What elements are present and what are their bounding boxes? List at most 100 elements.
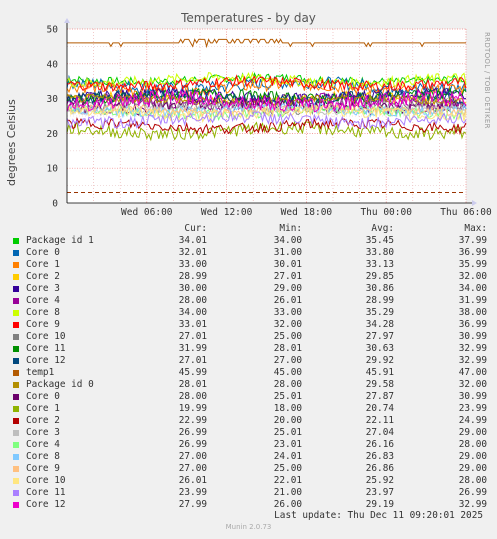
legend-series-name: Core 1 [26, 259, 60, 270]
legend-max-value: 32.00 [458, 379, 487, 390]
legend-min-value: 26.00 [273, 499, 302, 510]
legend-max-value: 23.99 [458, 403, 487, 414]
legend-min-value: 27.01 [273, 271, 302, 282]
legend-swatch [13, 442, 19, 448]
legend-cur-value: 23.99 [178, 487, 207, 498]
legend-swatch [13, 262, 19, 268]
legend-swatch [13, 394, 19, 400]
legend-avg-value: 29.58 [365, 379, 394, 390]
legend-avg-value: 27.97 [365, 331, 394, 342]
legend-max-value: 30.99 [458, 331, 487, 342]
legend-cur-value: 27.01 [178, 355, 207, 366]
y-tick-label: 0 [52, 199, 58, 210]
legend-avg-value: 33.80 [365, 247, 394, 258]
legend-cur-value: 33.00 [178, 259, 207, 270]
legend-swatch [13, 238, 19, 244]
legend-item: temp1 45.99 45.00 45.91 47.00 [12, 367, 492, 379]
legend-swatch [13, 466, 19, 472]
col-min-header: Min: [279, 223, 302, 234]
legend-series-name: Core 8 [26, 451, 60, 462]
legend-cur-value: 45.99 [178, 367, 207, 378]
legend-item: Core 8 27.00 24.01 26.83 29.00 [12, 451, 492, 463]
legend-max-value: 24.99 [458, 415, 487, 426]
legend-max-value: 34.00 [458, 283, 487, 294]
legend-avg-value: 23.97 [365, 487, 394, 498]
legend-avg-value: 29.19 [365, 499, 394, 510]
legend-min-value: 25.00 [273, 463, 302, 474]
col-avg-header: Avg: [371, 223, 394, 234]
legend-swatch [13, 334, 19, 340]
legend-max-value: 32.99 [458, 355, 487, 366]
y-tick-label: 30 [47, 94, 59, 105]
x-axis-arrow [472, 200, 477, 206]
legend-min-value: 28.01 [273, 343, 302, 354]
legend-avg-value: 29.85 [365, 271, 394, 282]
legend-max-value: 36.99 [458, 319, 487, 330]
series-line-21 [66, 109, 467, 131]
legend-avg-value: 26.83 [365, 451, 394, 462]
series-line-11 [67, 38, 466, 49]
series-line-1 [66, 74, 467, 95]
legend-avg-value: 29.92 [365, 355, 394, 366]
legend-cur-value: 26.99 [178, 439, 207, 450]
legend-series-name: Package id 0 [26, 379, 94, 390]
legend-avg-value: 26.86 [365, 463, 394, 474]
legend-swatch [13, 406, 19, 412]
legend-min-value: 21.00 [273, 487, 302, 498]
legend-swatch [13, 310, 19, 316]
legend-item: Core 9 27.00 25.00 26.86 29.00 [12, 463, 492, 475]
legend-item: Core 3 30.00 29.00 30.86 34.00 [12, 283, 492, 295]
legend-cur-value: 28.00 [178, 391, 207, 402]
series-line-19 [66, 102, 467, 118]
legend-avg-value: 33.13 [365, 259, 394, 270]
legend-item: Core 11 23.99 21.00 23.97 26.99 [12, 487, 492, 499]
legend-max-value: 29.00 [458, 451, 487, 462]
legend-item: Core 1 19.99 18.00 20.74 23.99 [12, 403, 492, 415]
legend-series-name: Core 1 [26, 403, 60, 414]
legend-series-name: Core 0 [26, 247, 60, 258]
legend-series-name: Core 11 [26, 343, 66, 354]
legend-max-value: 32.99 [458, 343, 487, 354]
legend-series-name: Core 4 [26, 439, 60, 450]
legend-item: Core 11 31.99 28.01 30.63 32.99 [12, 343, 492, 355]
legend-series-name: Core 9 [26, 319, 60, 330]
legend-max-value: 37.99 [458, 235, 487, 246]
legend-cur-value: 27.00 [178, 463, 207, 474]
series-line-22 [66, 89, 467, 113]
legend-cur-value: 33.01 [178, 319, 207, 330]
legend: Cur: Min: Avg: Max: Package id 1 34.01 34.… [12, 223, 492, 511]
legend-min-value: 25.00 [273, 331, 302, 342]
legend-max-value: 31.99 [458, 295, 487, 306]
col-cur-header: Cur: [184, 223, 207, 234]
legend-cur-value: 22.99 [178, 415, 207, 426]
munin-version: Munin 2.0.73 [225, 523, 272, 531]
legend-avg-value: 26.16 [365, 439, 394, 450]
legend-min-value: 33.00 [273, 307, 302, 318]
legend-item: Core 0 28.00 25.01 27.87 30.99 [12, 391, 492, 403]
legend-min-value: 20.00 [273, 415, 302, 426]
legend-cur-value: 34.01 [178, 235, 207, 246]
series-line-15 [66, 116, 467, 136]
legend-cur-value: 31.99 [178, 343, 207, 354]
legend-avg-value: 25.92 [365, 475, 394, 486]
legend-swatch [13, 502, 19, 508]
legend-cur-value: 30.00 [178, 283, 207, 294]
legend-avg-value: 27.04 [365, 427, 394, 438]
legend-series-name: Core 3 [26, 283, 60, 294]
legend-max-value: 47.00 [458, 367, 487, 378]
legend-swatch [13, 346, 19, 352]
legend-item: Core 2 22.99 20.00 22.11 24.99 [12, 415, 492, 427]
legend-avg-value: 22.11 [365, 415, 394, 426]
y-tick-label: 20 [47, 129, 59, 140]
legend-swatch [13, 418, 19, 424]
legend-max-value: 29.00 [458, 427, 487, 438]
legend-min-value: 30.01 [273, 259, 302, 270]
legend-max-value: 29.00 [458, 463, 487, 474]
legend-avg-value: 34.28 [365, 319, 394, 330]
legend-cur-value: 27.99 [178, 499, 207, 510]
series-line-7 [67, 74, 467, 93]
legend-item: Core 10 27.01 25.00 27.97 30.99 [12, 331, 492, 343]
legend-max-value: 32.99 [458, 499, 487, 510]
y-tick-label: 50 [47, 25, 59, 36]
legend-item: Core 12 27.01 27.00 29.92 32.99 [12, 355, 492, 367]
